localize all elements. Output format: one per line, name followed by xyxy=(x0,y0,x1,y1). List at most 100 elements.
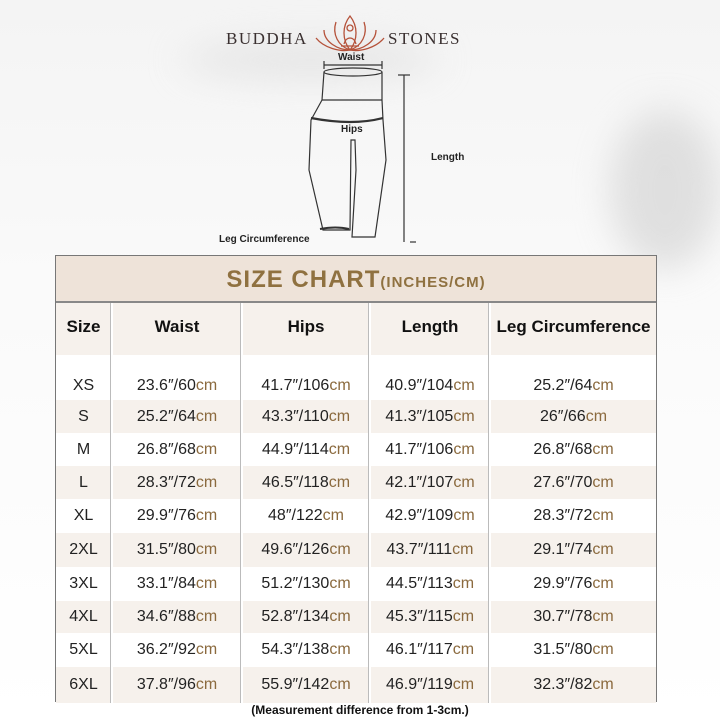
length-cell: 42.1″/107 cm xyxy=(371,466,491,499)
table-row: L 28.3″/72 cm 46.5″/118 cm 42.1″/107 cm 27.6″/7… xyxy=(56,466,656,499)
unit-cm: cm xyxy=(328,407,351,425)
unit-cm: cm xyxy=(328,473,351,491)
leg-circumference-cell: 29.9″/76 cm xyxy=(491,567,656,601)
hips-cell: 44.9″/114 cm xyxy=(243,433,371,466)
measurement-value: 48″/122 xyxy=(268,507,323,524)
measurement-value: 46.1″/117 xyxy=(385,641,453,658)
table-row: XS 23.6″/60 cm 41.7″/106 cm 40.9″/104 cm 25.2″/… xyxy=(56,355,656,400)
measurement-value: 28.3″/72 xyxy=(136,473,196,491)
measurement-value: 46.5″/118 xyxy=(261,473,329,491)
table-row: 3XL 33.1″/84 cm 51.2″/130 cm 44.5″/113 cm 29.9″… xyxy=(56,567,656,601)
unit-cm: cm xyxy=(453,507,475,524)
unit-cm: cm xyxy=(195,407,218,425)
leg-circumference-cell: 27.6″/70 cm xyxy=(491,466,656,499)
length-cell: 41.3″/105 cm xyxy=(371,400,491,433)
measurement-value: 29.1″/74 xyxy=(533,541,593,558)
background-mountain xyxy=(610,110,720,270)
measurement-value: 25.2″/64 xyxy=(533,377,593,394)
unit-cm: cm xyxy=(453,440,475,458)
size-chart-title: SIZE CHART(INCHES/CM) xyxy=(56,256,656,303)
hips-cell: 52.8″/134 cm xyxy=(243,601,371,633)
header-row: Size Waist Hips Length Leg Circumference xyxy=(56,303,656,355)
size-cell: XS xyxy=(56,355,113,400)
table-row: 6XL 37.8″/96 cm 55.9″/142 cm 46.9″/119 cm 32.3″… xyxy=(56,667,656,703)
size-cell: 3XL xyxy=(56,567,113,601)
waist-cell: 33.1″/84 cm xyxy=(113,567,243,601)
leg-circumference-cell: 26″/66 cm xyxy=(491,400,656,433)
measurement-value: 29.9″/76 xyxy=(533,575,593,592)
length-cell: 44.5″/113 cm xyxy=(371,567,491,601)
measurement-value: 41.7″/106 xyxy=(261,377,330,394)
length-cell: 45.3″/115 cm xyxy=(371,601,491,633)
unit-cm: cm xyxy=(592,608,614,625)
table-row: S 25.2″/64 cm 43.3″/110 cm 41.3″/105 cm 26″/66 c… xyxy=(56,400,656,433)
measurement-value: 54.3″/138 xyxy=(261,641,330,658)
brand-name-left: BUDDHA xyxy=(226,29,308,48)
header-length: Length xyxy=(371,303,491,355)
length-label: Length xyxy=(431,152,465,163)
measurement-value: 41.3″/105 xyxy=(385,407,454,425)
hips-cell: 43.3″/110 cm xyxy=(243,400,371,433)
unit-cm: cm xyxy=(195,641,218,658)
unit-cm: cm xyxy=(592,377,614,394)
unit-cm: cm xyxy=(453,407,475,425)
length-cell: 42.9″/109 cm xyxy=(371,499,491,533)
measurement-value: 52.8″/134 xyxy=(261,608,330,625)
length-cell: 40.9″/104 cm xyxy=(371,355,491,400)
table-row: 4XL 34.6″/88 cm 52.8″/134 cm 45.3″/115 cm 30.7″… xyxy=(56,601,656,633)
background-mist xyxy=(180,40,440,80)
measurement-value: 31.5″/80 xyxy=(533,641,593,658)
unit-cm: cm xyxy=(329,676,351,693)
unit-cm: cm xyxy=(322,507,344,524)
unit-cm: cm xyxy=(195,608,218,625)
waist-cell: 23.6″/60 cm xyxy=(113,355,243,400)
measurement-value: 33.1″/84 xyxy=(136,575,196,592)
header-leg-circumference: Leg Circumference xyxy=(496,317,651,336)
leg-circumference-cell: 31.5″/80 cm xyxy=(491,633,656,667)
unit-cm: cm xyxy=(195,541,218,558)
leg-circumference-cell: 29.1″/74 cm xyxy=(491,533,656,567)
title-text: SIZE CHART xyxy=(226,266,381,293)
table-row: 5XL 36.2″/92 cm 54.3″/138 cm 46.1″/117 cm 31.5″… xyxy=(56,633,656,667)
length-cell: 41.7″/106 cm xyxy=(371,433,491,466)
hips-cell: 46.5″/118 cm xyxy=(243,466,371,499)
table-row: 2XL 31.5″/80 cm 49.6″/126 cm 43.7″/111 cm 29.1″… xyxy=(56,533,656,567)
measurement-note: (Measurement difference from 1-3cm.) xyxy=(251,703,469,717)
waist-label: Waist xyxy=(338,52,365,63)
length-cell: 43.7″/111 cm xyxy=(371,533,491,567)
waist-cell: 36.2″/92 cm xyxy=(113,633,243,667)
unit-cm: cm xyxy=(195,377,218,394)
size-chart-table: SIZE CHART(INCHES/CM) Size Waist Hips Le… xyxy=(55,255,657,703)
waist-cell: 28.3″/72 cm xyxy=(113,466,243,499)
measurement-value: 37.8″/96 xyxy=(136,676,196,693)
measurement-value: 32.3″/82 xyxy=(533,676,593,693)
measurement-value: 43.7″/111 xyxy=(386,541,453,558)
measurement-value: 29.9″/76 xyxy=(136,507,196,524)
unit-cm: cm xyxy=(329,608,351,625)
measurement-value: 26″/66 xyxy=(539,407,586,425)
measurement-value: 25.2″/64 xyxy=(136,407,196,425)
measurement-value: 44.9″/114 xyxy=(261,440,329,458)
leg-circumference-cell: 26.8″/68 cm xyxy=(491,433,656,466)
size-cell: 5XL xyxy=(56,633,113,667)
unit-cm: cm xyxy=(195,507,218,524)
size-cell: S xyxy=(56,400,113,433)
size-cell: M xyxy=(56,433,113,466)
unit-cm: cm xyxy=(452,541,474,558)
measurement-value: 43.3″/110 xyxy=(261,407,329,425)
size-cell: XL xyxy=(56,499,113,533)
measurement-value: 41.7″/106 xyxy=(385,440,454,458)
pants-outline-icon xyxy=(308,61,416,243)
unit-cm: cm xyxy=(329,641,351,658)
waist-cell: 31.5″/80 cm xyxy=(113,533,243,567)
hips-cell: 54.3″/138 cm xyxy=(243,633,371,667)
header-hips: Hips xyxy=(243,303,371,355)
measurement-value: 23.6″/60 xyxy=(136,377,196,394)
leg-circumference-label: Leg Circumference xyxy=(219,234,310,245)
hips-cell: 55.9″/142 cm xyxy=(243,667,371,703)
unit-cm: cm xyxy=(592,440,614,458)
hips-cell: 51.2″/130 cm xyxy=(243,567,371,601)
measurement-value: 42.9″/109 xyxy=(385,507,454,524)
table-row: XL 29.9″/76 cm 48″/122 cm 42.9″/109 cm 28.3″/72… xyxy=(56,499,656,533)
measurement-value: 36.2″/92 xyxy=(136,641,196,658)
